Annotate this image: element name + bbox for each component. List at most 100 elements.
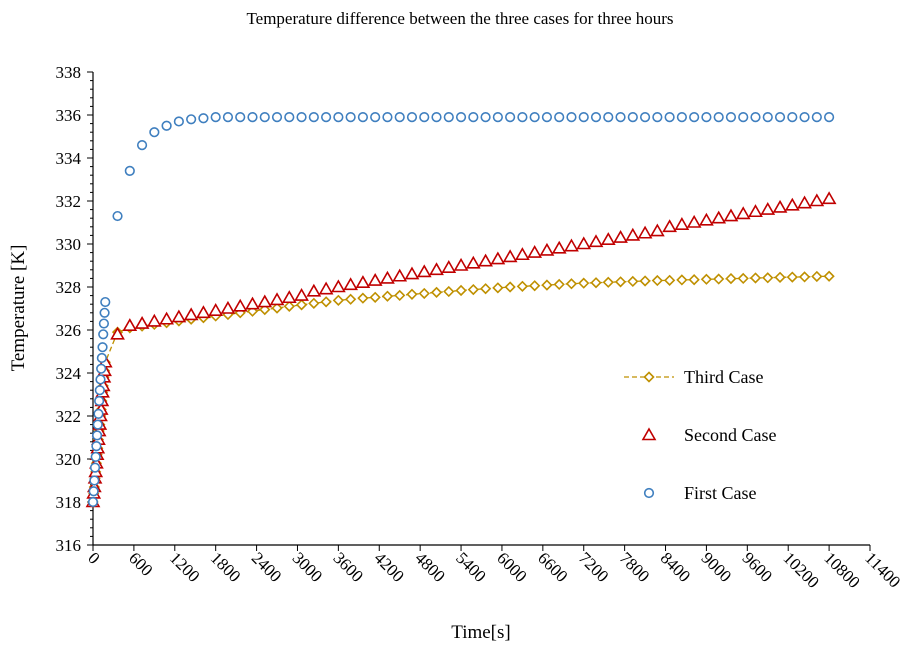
point [688, 274, 700, 286]
point [479, 283, 492, 295]
point [614, 276, 627, 288]
x-tick-label: 7200 [575, 548, 612, 585]
point [429, 262, 444, 276]
x-tick-label: 10200 [779, 548, 822, 591]
legend-label: Third Case [684, 367, 763, 387]
point [295, 299, 308, 311]
point [772, 199, 788, 213]
point [686, 214, 702, 228]
point [748, 204, 763, 218]
point [269, 292, 285, 306]
point [784, 197, 800, 211]
point [419, 112, 430, 123]
point [689, 112, 700, 123]
point [321, 112, 332, 123]
point [602, 276, 614, 288]
point [257, 294, 273, 308]
point [762, 112, 773, 123]
point [723, 208, 739, 222]
point [701, 112, 712, 123]
point [590, 112, 602, 123]
point [652, 112, 663, 123]
point [345, 112, 356, 123]
point [762, 272, 774, 284]
point [662, 219, 677, 233]
legend-marker [643, 371, 655, 383]
point [441, 260, 457, 273]
point [394, 289, 406, 302]
point [588, 234, 604, 248]
point [431, 112, 442, 123]
y-tick-label: 336 [56, 106, 82, 125]
x-tick-label: 9000 [698, 548, 735, 585]
point [88, 486, 99, 497]
y-tick-label: 322 [56, 407, 82, 426]
point [649, 223, 665, 237]
point [480, 112, 491, 123]
point [392, 268, 408, 282]
point [198, 113, 209, 124]
point [576, 236, 592, 250]
point [94, 395, 105, 407]
point [553, 278, 565, 291]
point [136, 140, 148, 151]
point [245, 296, 260, 310]
point [382, 112, 393, 123]
y-tick-label: 338 [56, 63, 82, 82]
point [89, 462, 101, 473]
point [308, 112, 319, 123]
x-tick-label: 2400 [248, 548, 285, 585]
point [674, 217, 690, 230]
point [676, 112, 687, 123]
point [443, 285, 455, 298]
point [294, 287, 309, 301]
point [554, 112, 565, 123]
x-tick-label: 6600 [534, 548, 571, 585]
point [517, 112, 528, 123]
point [787, 112, 798, 123]
point [725, 272, 737, 285]
point [711, 210, 727, 224]
point [798, 271, 811, 283]
point [381, 290, 394, 302]
x-tick-label: 3600 [330, 548, 367, 585]
point [404, 266, 420, 280]
point [161, 120, 172, 131]
point [196, 305, 211, 319]
point [97, 342, 108, 353]
legend-marker [641, 427, 657, 441]
point [332, 294, 344, 306]
point [467, 283, 479, 296]
y-axis-label: Temperature [K] [8, 245, 29, 372]
point [811, 270, 823, 283]
point [749, 272, 762, 284]
point [541, 279, 553, 291]
point [821, 191, 837, 205]
point [284, 112, 295, 123]
point [94, 385, 105, 396]
point [95, 374, 106, 385]
point [208, 303, 224, 316]
x-tick-label: 9600 [738, 548, 775, 585]
x-tick-label: 3000 [289, 548, 326, 585]
point [600, 232, 616, 245]
point [186, 114, 197, 125]
point [443, 112, 454, 123]
point [355, 275, 371, 289]
point [87, 496, 99, 508]
point [96, 363, 107, 374]
x-tick-label: 11400 [861, 548, 904, 591]
point [259, 112, 270, 123]
point [343, 277, 359, 291]
point [357, 112, 369, 123]
point [173, 116, 184, 127]
point [110, 326, 125, 340]
x-tick-label: 6000 [493, 548, 530, 585]
point [725, 112, 737, 123]
point [271, 112, 283, 123]
point [516, 280, 529, 292]
point [283, 300, 295, 312]
y-tick-label: 318 [56, 493, 82, 512]
point [271, 302, 283, 314]
